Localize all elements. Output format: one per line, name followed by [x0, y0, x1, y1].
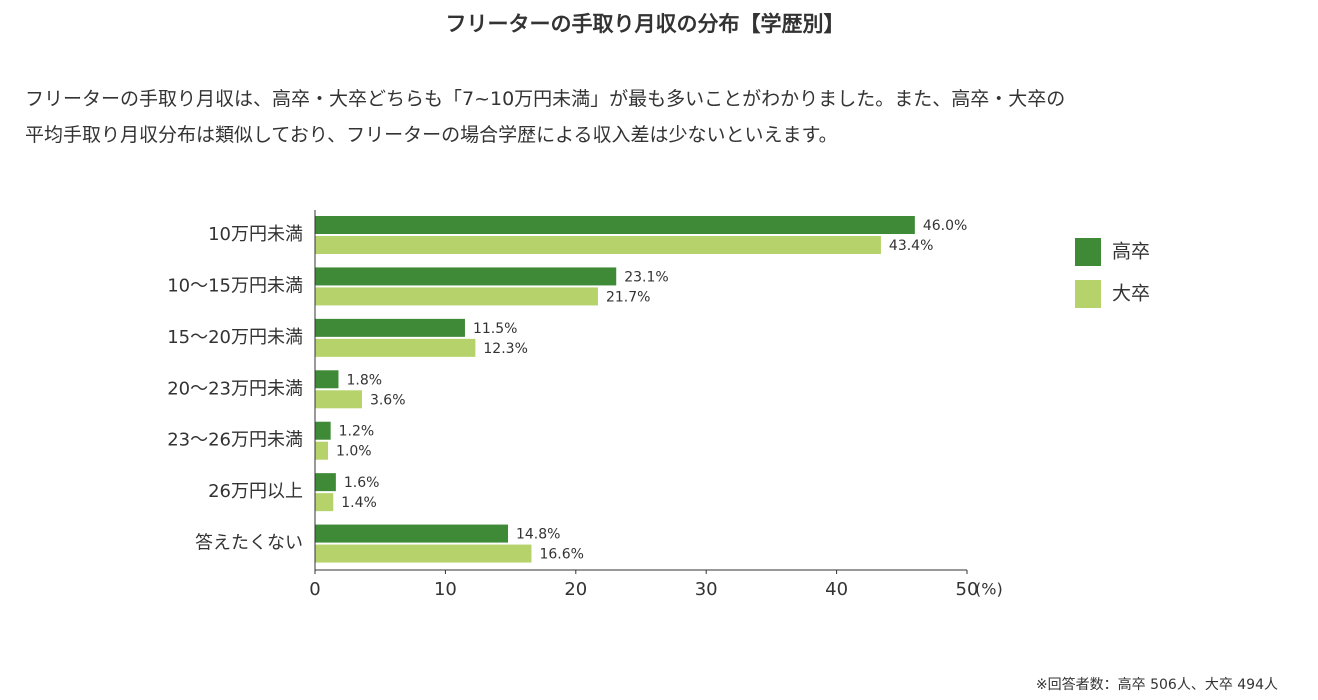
- value-label: 1.4%: [341, 495, 377, 511]
- value-label: 1.2%: [339, 424, 375, 440]
- y-tick-label: 答えたくない: [195, 533, 303, 554]
- bar: [315, 318, 465, 337]
- bar: [315, 287, 598, 306]
- page-title: フリーターの手取り月収の分布【学歴別】: [445, 12, 845, 36]
- legend-swatch: [1075, 280, 1101, 308]
- bar: [315, 421, 331, 440]
- y-tick-label: 20～23万円未満: [167, 378, 303, 399]
- x-tick-label: 10: [434, 579, 457, 600]
- value-label: 21.7%: [606, 289, 650, 305]
- bar: [315, 216, 915, 234]
- bar: [315, 267, 617, 286]
- bar: [315, 544, 532, 563]
- value-label: 1.8%: [346, 372, 382, 388]
- bar: [315, 370, 339, 389]
- y-tick-label: 10万円未満: [208, 224, 303, 245]
- legend-swatch: [1075, 238, 1101, 266]
- value-label: 1.6%: [344, 475, 380, 491]
- x-tick-label: 30: [695, 579, 718, 600]
- value-label: 43.4%: [889, 238, 933, 254]
- value-label: 46.0%: [923, 218, 967, 234]
- legend-label: 高卒: [1112, 241, 1150, 263]
- bar: [315, 236, 881, 254]
- value-label: 3.6%: [370, 392, 406, 408]
- x-tick-label: 50: [956, 579, 979, 600]
- x-unit: (%): [975, 580, 1003, 599]
- value-label: 16.6%: [539, 547, 583, 563]
- value-label: 11.5%: [473, 321, 517, 337]
- bar: [315, 338, 476, 357]
- y-tick-label: 23～26万円未満: [167, 430, 303, 451]
- bar: [315, 493, 334, 512]
- value-label: 23.1%: [624, 269, 668, 285]
- y-tick-label: 15～20万円未満: [167, 327, 303, 348]
- footnote: ※回答者数：高卒 506人、大卒 494人: [1035, 677, 1278, 693]
- legend-label: 大卒: [1112, 283, 1150, 305]
- x-tick-label: 40: [825, 579, 848, 600]
- value-label: 12.3%: [483, 341, 527, 357]
- x-tick-label: 20: [564, 579, 587, 600]
- intro-line: フリーターの手取り月収は、高卒・大卒どちらも「7~10万円未満」が最も多いことが…: [25, 88, 1066, 110]
- chart: 0 10 20 30 40 50(%) 10万円未満 46.0% 43.4% 10～15万円未満 2…: [167, 210, 1150, 600]
- bar: [315, 390, 362, 409]
- intro-line: 平均手取り月収分布は類似しており、フリーターの場合学歴による収入差は少ないといえ…: [25, 124, 838, 146]
- y-tick-label: 10～15万円未満: [167, 275, 303, 296]
- bar: [315, 473, 336, 492]
- value-label: 14.8%: [516, 527, 560, 543]
- value-label: 1.0%: [336, 444, 372, 460]
- y-tick-label: 26万円以上: [208, 481, 303, 502]
- bar: [315, 441, 329, 460]
- bar: [315, 524, 508, 543]
- x-tick-label: 0: [309, 579, 320, 600]
